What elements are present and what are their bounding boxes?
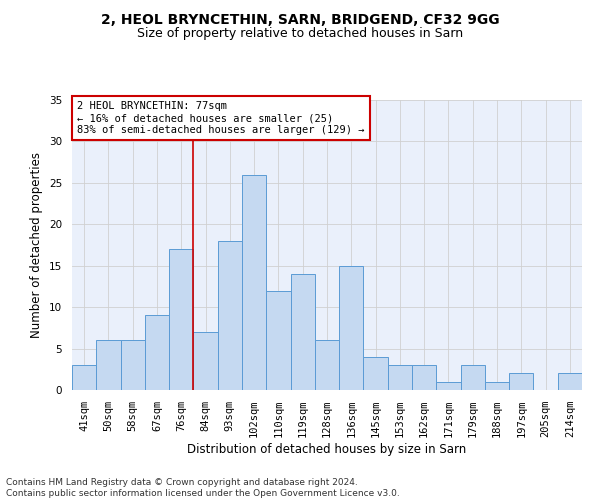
Bar [339,266,364,390]
Text: Size of property relative to detached houses in Sarn: Size of property relative to detached ho… [137,28,463,40]
Bar [558,374,582,390]
Bar [242,174,266,390]
Bar [364,357,388,390]
Bar [193,332,218,390]
Y-axis label: Number of detached properties: Number of detached properties [31,152,43,338]
Text: Contains HM Land Registry data © Crown copyright and database right 2024.
Contai: Contains HM Land Registry data © Crown c… [6,478,400,498]
Bar [485,382,509,390]
Bar [218,241,242,390]
Bar [266,290,290,390]
Bar [388,365,412,390]
Bar [461,365,485,390]
Bar [169,249,193,390]
Bar [121,340,145,390]
Text: 2, HEOL BRYNCETHIN, SARN, BRIDGEND, CF32 9GG: 2, HEOL BRYNCETHIN, SARN, BRIDGEND, CF32… [101,12,499,26]
Bar [315,340,339,390]
Bar [412,365,436,390]
Bar [96,340,121,390]
Bar [72,365,96,390]
Bar [290,274,315,390]
Bar [436,382,461,390]
X-axis label: Distribution of detached houses by size in Sarn: Distribution of detached houses by size … [187,443,467,456]
Bar [145,316,169,390]
Bar [509,374,533,390]
Text: 2 HEOL BRYNCETHIN: 77sqm
← 16% of detached houses are smaller (25)
83% of semi-d: 2 HEOL BRYNCETHIN: 77sqm ← 16% of detach… [77,102,365,134]
